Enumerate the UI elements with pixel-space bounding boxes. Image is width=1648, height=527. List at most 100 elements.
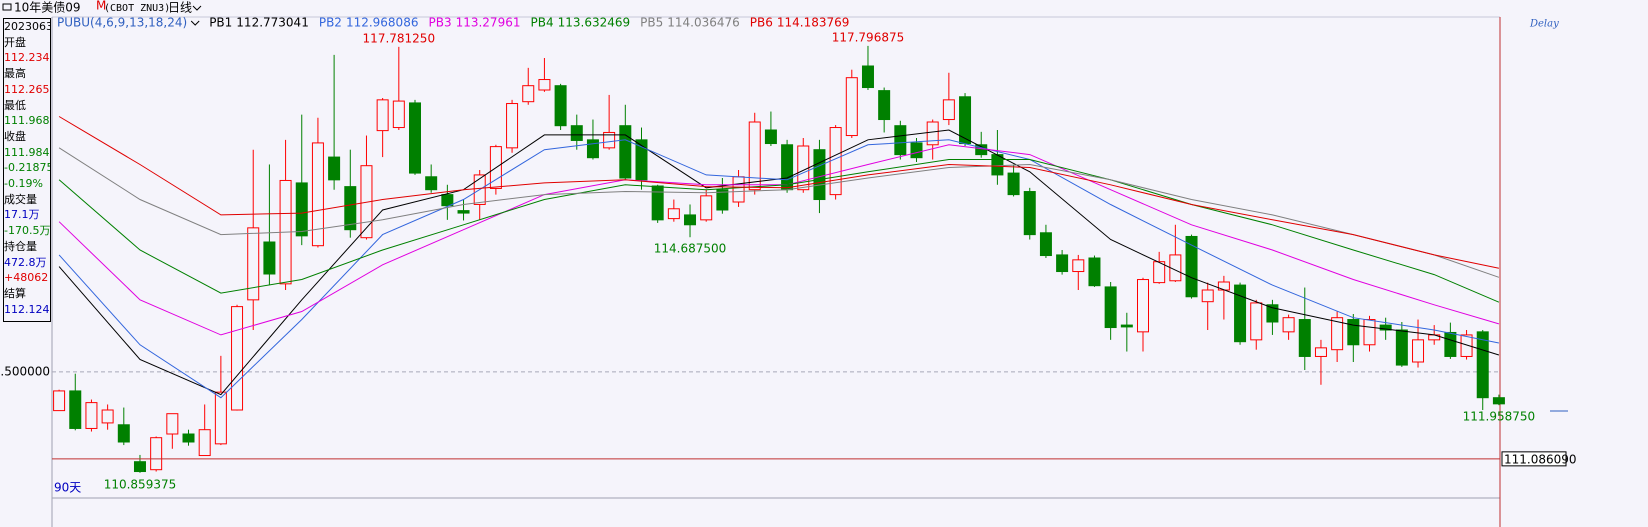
field-label: 开盘	[4, 35, 26, 49]
candle-body	[1039, 232, 1052, 257]
candle-body	[214, 391, 227, 445]
indicator-line	[58, 147, 1500, 278]
candle-body	[1363, 319, 1376, 346]
candle-body	[1007, 172, 1020, 196]
field-label: 成交量	[4, 192, 37, 206]
candle-body	[1185, 235, 1198, 298]
instrument: 10年美债09	[14, 1, 81, 15]
date: 20230630	[4, 20, 50, 33]
indicator-line	[58, 129, 1500, 396]
field-label: 持仓量	[4, 239, 37, 253]
sidebar: 20230630 开盘 112.2343 最高 112.2656 最低 111.…	[3, 18, 51, 322]
field-value: 111.9687	[4, 114, 50, 128]
candle-body	[910, 142, 923, 159]
candle-body	[1072, 259, 1085, 273]
candle-body	[538, 79, 551, 91]
candle-body	[619, 125, 632, 179]
candle-body	[425, 176, 438, 191]
candle-body	[295, 182, 308, 237]
indicator-line	[58, 116, 1500, 269]
indicator-line	[58, 159, 1500, 303]
field-value: 472.8万	[4, 255, 47, 269]
candle-body	[133, 461, 146, 473]
candle-body	[1412, 339, 1425, 363]
period-chevron[interactable]	[192, 5, 202, 11]
candle-body	[392, 100, 405, 129]
legend-name: PB5	[640, 16, 663, 30]
candle-body	[603, 131, 616, 149]
candle-body	[1056, 254, 1069, 273]
field-label: 最高	[4, 67, 26, 81]
candle-body	[1444, 331, 1457, 357]
candle-body	[716, 189, 729, 211]
legend-value: 113.27961	[456, 16, 521, 30]
candle-body	[1234, 284, 1247, 343]
candle-body	[845, 77, 858, 137]
candle-body	[344, 186, 357, 231]
candle-body	[117, 424, 130, 443]
field-value: -0.21875	[4, 161, 50, 175]
candle-body	[1023, 191, 1036, 236]
candle-body	[231, 306, 244, 411]
candle-body	[635, 139, 648, 181]
candle-body	[813, 149, 826, 201]
candle-body	[376, 99, 389, 132]
extreme-label: 111.958750	[1463, 410, 1536, 424]
span-label: 90天	[54, 481, 81, 495]
legend-value: 112.968086	[346, 16, 419, 30]
legend-name: PB3	[428, 16, 451, 30]
candle-body	[732, 176, 745, 203]
indicator-line	[58, 144, 1500, 336]
flag: M	[96, 0, 106, 13]
field-value: -0.19%	[4, 177, 43, 191]
candle-body	[1379, 324, 1392, 331]
period[interactable]: 日线	[168, 1, 192, 15]
candle-body	[748, 121, 761, 191]
candle-body	[667, 208, 680, 220]
candle-body	[182, 433, 195, 443]
candle-body	[894, 125, 907, 156]
candle-body	[506, 103, 519, 149]
extreme-label: 117.796875	[832, 30, 905, 44]
extreme-label: 114.687500	[654, 242, 727, 256]
field-value: -170.5万	[4, 224, 50, 238]
candle-body	[457, 210, 470, 214]
indicator-name[interactable]: PUBU(4,6,9,13,18,24)	[57, 16, 187, 30]
candle-body	[85, 402, 98, 429]
candle-body	[1314, 347, 1327, 357]
candle-body	[861, 65, 874, 89]
extreme-label: 110.859375	[104, 477, 177, 491]
candle-body	[1460, 334, 1473, 357]
field-value: 112.2343	[4, 51, 50, 65]
field-label: 收盘	[4, 129, 26, 143]
candle-body	[101, 409, 114, 424]
candle-body	[1104, 286, 1117, 329]
candle-body	[150, 437, 163, 471]
legend-value: 114.183769	[777, 16, 850, 30]
candle-body	[991, 154, 1004, 176]
candle-body	[651, 185, 664, 221]
candle-body	[1476, 331, 1489, 399]
candle-body	[247, 227, 260, 301]
candle-body	[409, 102, 421, 174]
candle-body	[1282, 317, 1295, 333]
candle-body	[1201, 289, 1214, 303]
icon	[2, 3, 12, 11]
indicator-line	[58, 139, 1499, 399]
code: (CBOT ZNU3)	[104, 3, 170, 14]
candle-body	[328, 156, 341, 181]
candle-body	[1347, 319, 1360, 346]
candle-body	[781, 144, 794, 191]
candle-body	[684, 214, 697, 226]
status: Delay	[1529, 19, 1559, 30]
legend-name: PB6	[750, 16, 773, 30]
legend-value: 113.632469	[558, 16, 631, 30]
candle-body	[1137, 279, 1149, 333]
candle-body	[311, 142, 324, 247]
candle-body	[1266, 304, 1279, 323]
candle-body	[1492, 397, 1505, 405]
price-box	[1501, 451, 1567, 467]
candle-body	[1120, 324, 1133, 328]
legend: PUBU(4,6,9,13,18,24) PB1 112.773041 PB2 112.…	[57, 16, 849, 30]
